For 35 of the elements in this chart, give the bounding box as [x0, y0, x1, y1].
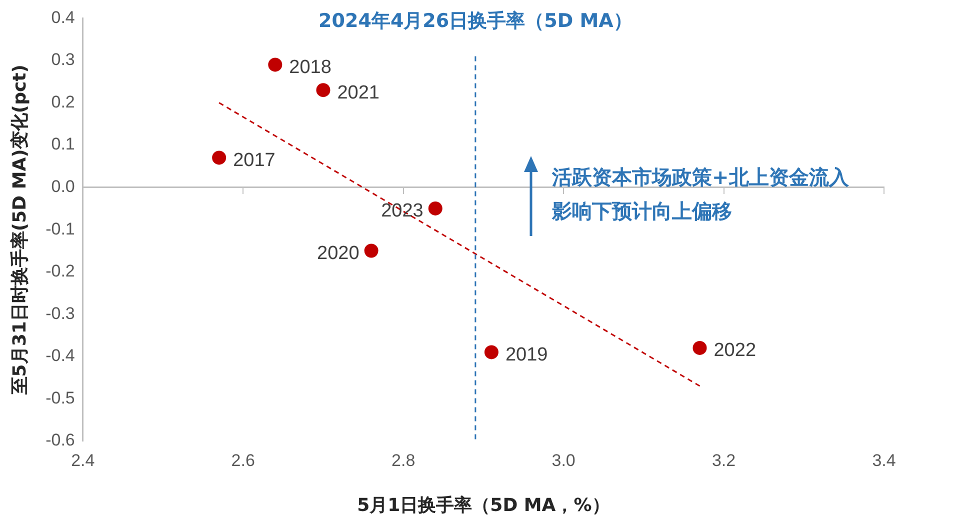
x-axis-title: 5月1日换手率（5D MA，%） [357, 494, 610, 516]
x-tick-label: 2.8 [392, 450, 416, 470]
x-tick-label: 2.4 [71, 450, 95, 470]
y-tick-label: -0.3 [46, 304, 75, 323]
point [212, 150, 226, 165]
series-label: 2022 [714, 340, 756, 362]
point [268, 58, 282, 72]
point [316, 83, 330, 98]
point [428, 201, 442, 216]
x-tick-label: 3.2 [712, 450, 736, 470]
ref-line-label: 2024年4月26日换手率（5D MA） [318, 10, 632, 32]
x-tick-label: 3.4 [872, 450, 896, 470]
y-tick-label: 0.2 [51, 92, 75, 112]
x-tick-label: 3.0 [552, 450, 576, 470]
series-label: 2019 [505, 344, 548, 366]
y-tick-label: -0.5 [46, 388, 75, 408]
y-tick-label: 0.3 [51, 50, 75, 70]
x-tick-label: 2.6 [231, 450, 255, 470]
y-tick-label: -0.2 [46, 262, 75, 281]
y-axis-title: 至5月31日时换手率(5D MA)变化(pct) [9, 64, 30, 396]
point [692, 340, 707, 355]
series-label: 2023 [381, 200, 424, 222]
point [364, 244, 378, 258]
point [484, 345, 498, 360]
series-label: 2017 [233, 150, 276, 171]
series-label: 2018 [289, 56, 332, 78]
y-tick-label: 0.0 [51, 177, 75, 196]
y-tick-label: 0.4 [51, 8, 75, 27]
y-tick-label: -0.1 [46, 219, 75, 238]
y-tick-label: -0.4 [46, 346, 75, 366]
annotation: 活跃资本市场政策+北上资金流入影响下预计向上偏移 [552, 164, 850, 225]
series-label: 2020 [317, 242, 360, 264]
y-tick-label: 0.1 [51, 134, 75, 154]
series-label: 2021 [337, 82, 380, 104]
y-tick-label: -0.6 [46, 430, 75, 450]
